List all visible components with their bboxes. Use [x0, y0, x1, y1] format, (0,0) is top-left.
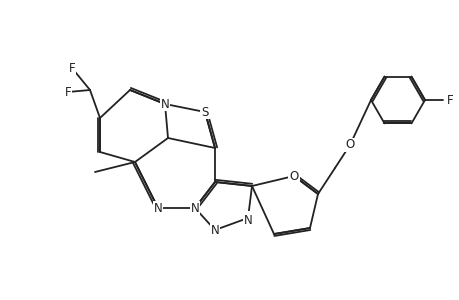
Text: N: N	[190, 202, 199, 214]
Text: O: O	[289, 169, 298, 182]
Text: F: F	[446, 94, 452, 106]
Text: N: N	[243, 212, 252, 224]
Text: F: F	[65, 85, 71, 98]
Text: N: N	[243, 214, 252, 226]
Text: N: N	[160, 98, 169, 110]
Text: S: S	[201, 106, 208, 118]
Text: N: N	[210, 224, 219, 236]
Text: N: N	[153, 202, 162, 214]
Text: F: F	[68, 61, 75, 74]
Text: O: O	[345, 139, 354, 152]
